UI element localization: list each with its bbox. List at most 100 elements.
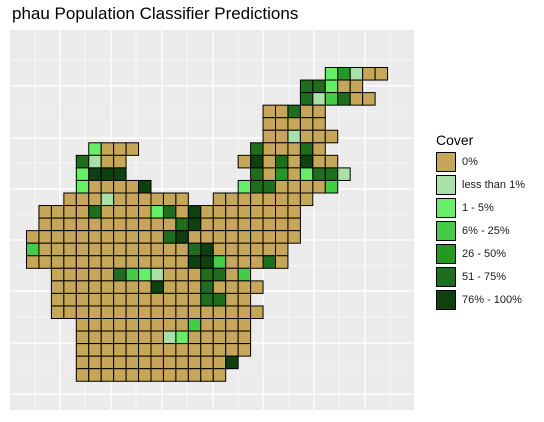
grid-cell	[138, 292, 152, 307]
grid-cell	[113, 355, 127, 370]
grid-cell	[162, 255, 177, 269]
grid-cell	[187, 305, 202, 320]
grid-cell	[162, 292, 177, 307]
grid-cell	[100, 217, 115, 232]
grid-cell	[162, 242, 177, 257]
grid-cell	[287, 205, 301, 219]
grid-cell	[275, 167, 289, 181]
grid-cell	[212, 192, 227, 207]
legend-key	[436, 220, 456, 241]
grid-cell	[275, 242, 289, 257]
grid-cell	[88, 255, 102, 269]
grid-cell	[113, 142, 127, 156]
grid-cell	[175, 355, 189, 370]
grid-cell	[138, 343, 152, 357]
grid-cell	[200, 267, 214, 282]
grid-cell	[50, 217, 65, 232]
grid-cell	[175, 217, 189, 232]
grid-cell	[138, 205, 152, 219]
grid-cell	[150, 255, 164, 269]
grid-cell	[250, 179, 264, 194]
grid-cell	[237, 242, 252, 257]
grid-cell	[324, 129, 339, 144]
grid-cell	[100, 318, 115, 332]
grid-cell	[150, 242, 164, 257]
grid-cell	[113, 217, 127, 232]
grid-cell	[175, 192, 189, 207]
grid-cell	[113, 292, 127, 307]
heatmap-cells	[26, 67, 389, 382]
grid-cell	[138, 217, 152, 232]
grid-cell	[26, 255, 40, 269]
grid-cell	[63, 305, 77, 320]
grid-cell	[275, 154, 289, 169]
grid-cell	[225, 343, 239, 357]
grid-cell	[312, 104, 326, 119]
grid-cell	[349, 67, 364, 81]
grid-cell	[162, 318, 177, 332]
grid-cell	[100, 292, 115, 307]
grid-cell	[75, 217, 90, 232]
grid-cell	[150, 292, 164, 307]
grid-cell	[50, 280, 65, 294]
grid-cell	[88, 368, 102, 382]
grid-cell	[287, 142, 301, 156]
grid-cell	[187, 230, 202, 244]
grid-cell	[200, 242, 214, 257]
grid-cell	[138, 192, 152, 207]
grid-cell	[88, 242, 102, 257]
chart-title: phau Population Classifier Predictions	[12, 4, 299, 23]
legend-item-2: 1 - 5%	[436, 196, 540, 219]
legend-label: 51 - 75%	[462, 270, 507, 283]
grid-cell	[250, 217, 264, 232]
grid-cell	[299, 154, 314, 169]
grid-cell	[237, 343, 252, 357]
grid-cell	[138, 330, 152, 345]
grid-cell	[275, 129, 289, 144]
grid-cell	[113, 267, 127, 282]
grid-cell	[237, 192, 252, 207]
grid-cell	[250, 230, 264, 244]
grid-cell	[299, 129, 314, 144]
grid-cell	[100, 205, 115, 219]
grid-cell	[150, 267, 164, 282]
grid-cell	[337, 167, 351, 181]
grid-cell	[324, 154, 339, 169]
grid-cell	[312, 129, 326, 144]
grid-cell	[50, 242, 65, 257]
grid-cell	[88, 192, 102, 207]
grid-cell	[175, 368, 189, 382]
grid-cell	[324, 179, 339, 194]
grid-cell	[75, 292, 90, 307]
grid-cell	[262, 217, 276, 232]
grid-cell	[150, 343, 164, 357]
grid-cell	[125, 255, 140, 269]
grid-cell	[100, 330, 115, 345]
grid-cell	[125, 179, 140, 194]
grid-cell	[50, 205, 65, 219]
grid-cell	[225, 255, 239, 269]
grid-cell	[75, 318, 90, 332]
grid-cell	[175, 305, 189, 320]
grid-cell	[88, 280, 102, 294]
legend-key	[436, 151, 456, 172]
grid-cell	[113, 280, 127, 294]
legend-key	[436, 289, 456, 310]
grid-cell	[287, 230, 301, 244]
grid-cell	[237, 267, 252, 282]
grid-cell	[162, 280, 177, 294]
legend-key	[436, 174, 456, 195]
grid-cell	[138, 255, 152, 269]
grid-cell	[237, 292, 252, 307]
grid-cell	[287, 192, 301, 207]
grid-cell	[125, 343, 140, 357]
grid-cell	[38, 217, 52, 232]
grid-cell	[324, 67, 339, 81]
grid-cell	[175, 255, 189, 269]
grid-cell	[275, 217, 289, 232]
grid-cell	[225, 280, 239, 294]
grid-cell	[113, 255, 127, 269]
grid-cell	[26, 230, 40, 244]
grid-cell	[250, 242, 264, 257]
grid-cell	[113, 318, 127, 332]
